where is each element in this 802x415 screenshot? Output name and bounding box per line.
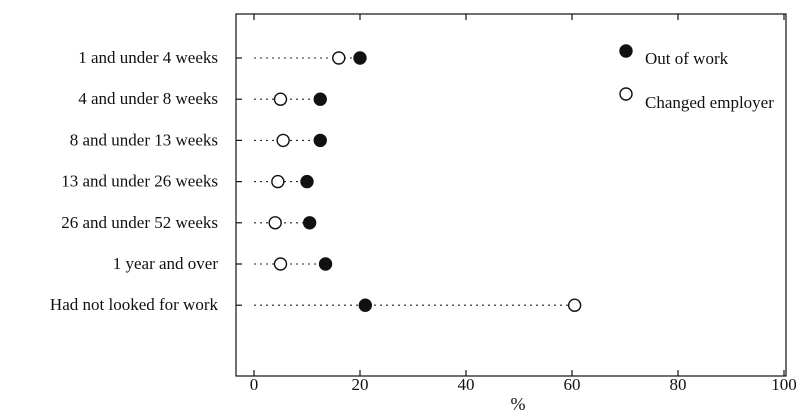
legend: Out of work Changed employer: [619, 44, 774, 112]
out-of-work-point: [302, 216, 317, 230]
changed-employer-point: [268, 216, 282, 230]
legend-open-marker: [619, 87, 633, 101]
data-markers: [268, 51, 582, 312]
category-label: 1 year and over: [113, 254, 219, 273]
legend-label: Changed employer: [645, 93, 774, 112]
changed-employer-point: [567, 298, 582, 312]
x-tick-label: 100: [771, 375, 797, 394]
category-label: Had not looked for work: [50, 295, 219, 314]
changed-employer-point: [332, 51, 346, 65]
x-tick-label: 40: [458, 375, 475, 394]
legend-filled-marker: [619, 44, 633, 58]
category-label: 26 and under 52 weeks: [61, 213, 218, 232]
out-of-work-point: [318, 257, 333, 271]
out-of-work-point: [358, 298, 372, 312]
category-label: 13 and under 26 weeks: [61, 172, 218, 191]
x-tick-label: 80: [670, 375, 687, 394]
out-of-work-point: [313, 133, 327, 148]
changed-employer-point: [271, 174, 285, 189]
x-axis-ticks: 0 20 40 60 80 100: [236, 14, 797, 394]
plot-frame: [235, 13, 787, 377]
x-tick-label: 20: [352, 375, 369, 394]
category-labels: 1 and under 4 weeks 4 and under 8 weeks 8 …: [50, 48, 219, 314]
out-of-work-point: [300, 174, 314, 189]
x-tick-label: 60: [564, 375, 581, 394]
legend-label: Out of work: [645, 49, 729, 68]
out-of-work-point: [353, 51, 367, 65]
category-label: 1 and under 4 weeks: [78, 48, 218, 67]
x-axis-title: %: [511, 394, 526, 414]
out-of-work-point: [313, 92, 327, 106]
changed-employer-point: [276, 133, 290, 148]
x-tick-label: 0: [250, 375, 259, 394]
category-label: 4 and under 8 weeks: [78, 89, 218, 108]
changed-employer-point: [273, 92, 288, 106]
changed-employer-point: [273, 257, 288, 271]
category-label: 8 and under 13 weeks: [70, 130, 218, 149]
guide-lines: [254, 57, 575, 306]
